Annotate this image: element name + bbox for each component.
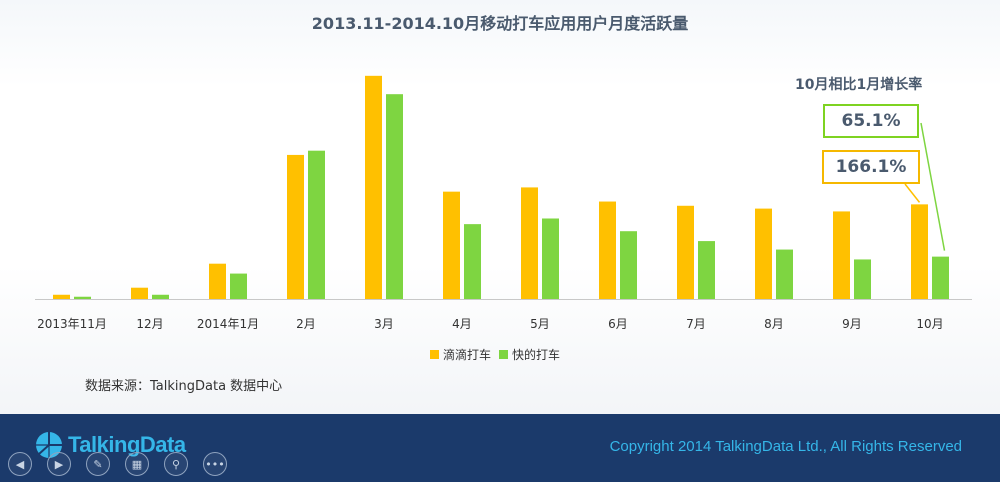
- x-tick-label: 2014年1月: [197, 317, 259, 331]
- bar-didi-5: [443, 191, 460, 299]
- kuaidi-growth-connector: [920, 122, 946, 251]
- bar-didi-2: [209, 263, 226, 299]
- bar-didi-10: [833, 211, 850, 299]
- bar-didi-3: [287, 154, 304, 299]
- legend-label-didi: 滴滴打车: [443, 348, 492, 362]
- x-tick-label: 10月: [916, 317, 943, 331]
- next-icon[interactable]: ▶: [47, 452, 71, 476]
- bar-kuaidi-7: [620, 231, 637, 299]
- bar-didi-1: [131, 287, 148, 299]
- chart-legend: 滴滴打车 快的打车: [430, 346, 568, 363]
- bar-kuaidi-1: [152, 294, 169, 299]
- bar-didi-4: [365, 75, 382, 299]
- bar-kuaidi-2: [230, 273, 247, 299]
- legend-label-kuaidi: 快的打车: [512, 348, 561, 362]
- bar-kuaidi-6: [542, 218, 559, 299]
- x-tick-label: 8月: [764, 317, 784, 331]
- x-tick-label: 6月: [608, 317, 628, 331]
- growth-title: 10月相比1月增长率: [795, 77, 923, 93]
- x-tick-label: 7月: [686, 317, 706, 331]
- bar-kuaidi-8: [698, 241, 715, 299]
- copyright-text: Copyright 2014 TalkingData Ltd., All Rig…: [609, 438, 962, 455]
- bar-kuaidi-10: [854, 259, 871, 299]
- footer-bar: TalkingData Copyright 2014 TalkingData L…: [0, 414, 1000, 482]
- x-tick-label: 2013年11月: [37, 317, 107, 331]
- legend-swatch-didi: [430, 350, 439, 359]
- chart-title: 2013.11-2014.10月移动打车应用用户月度活跃量: [311, 14, 689, 33]
- slides-icon[interactable]: ▦: [125, 452, 149, 476]
- bar-kuaidi-9: [776, 249, 793, 299]
- presentation-controls: ◀ ▶ ✎ ▦ ⚲ •••: [8, 452, 242, 476]
- x-tick-label: 2月: [296, 317, 316, 331]
- legend-item-didi: 滴滴打车: [430, 346, 491, 363]
- bar-didi-11: [911, 204, 928, 299]
- bar-didi-0: [53, 294, 70, 299]
- bar-kuaidi-11: [932, 256, 949, 299]
- bar-kuaidi-5: [464, 224, 481, 299]
- kuaidi-growth-rate: 65.1%: [823, 104, 919, 138]
- didi-growth-rate: 166.1%: [822, 150, 920, 184]
- more-icon[interactable]: •••: [203, 452, 227, 476]
- data-source: 数据来源：TalkingData 数据中心: [85, 379, 283, 394]
- logo-text: TalkingData: [68, 432, 186, 457]
- pen-icon[interactable]: ✎: [86, 452, 110, 476]
- x-tick-label: 3月: [374, 317, 394, 331]
- bar-didi-9: [755, 208, 772, 299]
- bar-didi-8: [677, 205, 694, 299]
- x-tick-label: 4月: [452, 317, 472, 331]
- bar-chart: 2013年11月 12月 2014年1月 2月 3月 4月 5月 6月 7月 8月 9月 10月: [35, 75, 972, 331]
- x-tick-label: 12月: [136, 317, 163, 331]
- bar-kuaidi-3: [308, 150, 325, 299]
- prev-icon[interactable]: ◀: [8, 452, 32, 476]
- talkingdata-logo: TalkingData: [34, 430, 186, 460]
- bar-kuaidi-4: [386, 94, 403, 299]
- legend-item-kuaidi: 快的打车: [499, 346, 560, 363]
- x-tick-label: 5月: [530, 317, 550, 331]
- didi-growth-connector: [904, 183, 921, 203]
- legend-swatch-kuaidi: [499, 350, 509, 359]
- bar-kuaidi-0: [74, 296, 91, 299]
- bar-didi-7: [599, 201, 616, 299]
- zoom-icon[interactable]: ⚲: [164, 452, 188, 476]
- logo-icon: [36, 432, 62, 458]
- bar-didi-6: [521, 187, 538, 299]
- x-tick-label: 9月: [842, 317, 862, 331]
